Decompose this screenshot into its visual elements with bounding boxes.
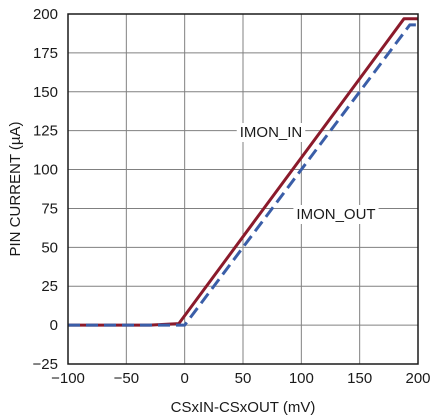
x-axis-label: CSxIN-CSxOUT (mV) xyxy=(171,399,316,416)
plot-frame xyxy=(67,13,419,365)
y-tick-label: 50 xyxy=(41,239,58,256)
x-tick-label: 200 xyxy=(405,370,430,387)
x-tick-label: 100 xyxy=(289,370,314,387)
y-tick-label: 100 xyxy=(33,162,58,179)
y-tick-label: 150 xyxy=(33,84,58,101)
y-tick-label: 25 xyxy=(41,278,58,295)
y-tick-labels: −25 0 25 50 75 100 125 150 175 200 xyxy=(33,6,58,373)
x-tick-label: 50 xyxy=(235,370,252,387)
y-tick-label: 75 xyxy=(41,200,58,217)
grid xyxy=(68,14,418,364)
series-label-background xyxy=(236,123,306,142)
series-lines xyxy=(68,17,418,327)
series-label: IMON_IN xyxy=(240,124,303,141)
y-tick-label: 0 xyxy=(50,317,58,334)
y-axis-label: PIN CURRENT (µA) xyxy=(7,121,24,256)
series-label-background xyxy=(293,205,379,224)
series-labels: IMON_IN IMON_OUT xyxy=(236,123,379,224)
series-line-imon-out xyxy=(68,23,418,327)
x-tick-label: −50 xyxy=(114,370,139,387)
y-tick-label: 175 xyxy=(33,45,58,62)
x-tick-label: 150 xyxy=(347,370,372,387)
y-tick-label: 200 xyxy=(33,6,58,23)
x-tick-labels: −100 −50 0 50 100 150 200 xyxy=(51,370,430,387)
series-label: IMON_OUT xyxy=(296,206,375,223)
x-tick-label: −100 xyxy=(51,370,85,387)
y-tick-label: 125 xyxy=(33,123,58,140)
y-tick-label: −25 xyxy=(33,356,58,373)
x-tick-label: 0 xyxy=(180,370,188,387)
